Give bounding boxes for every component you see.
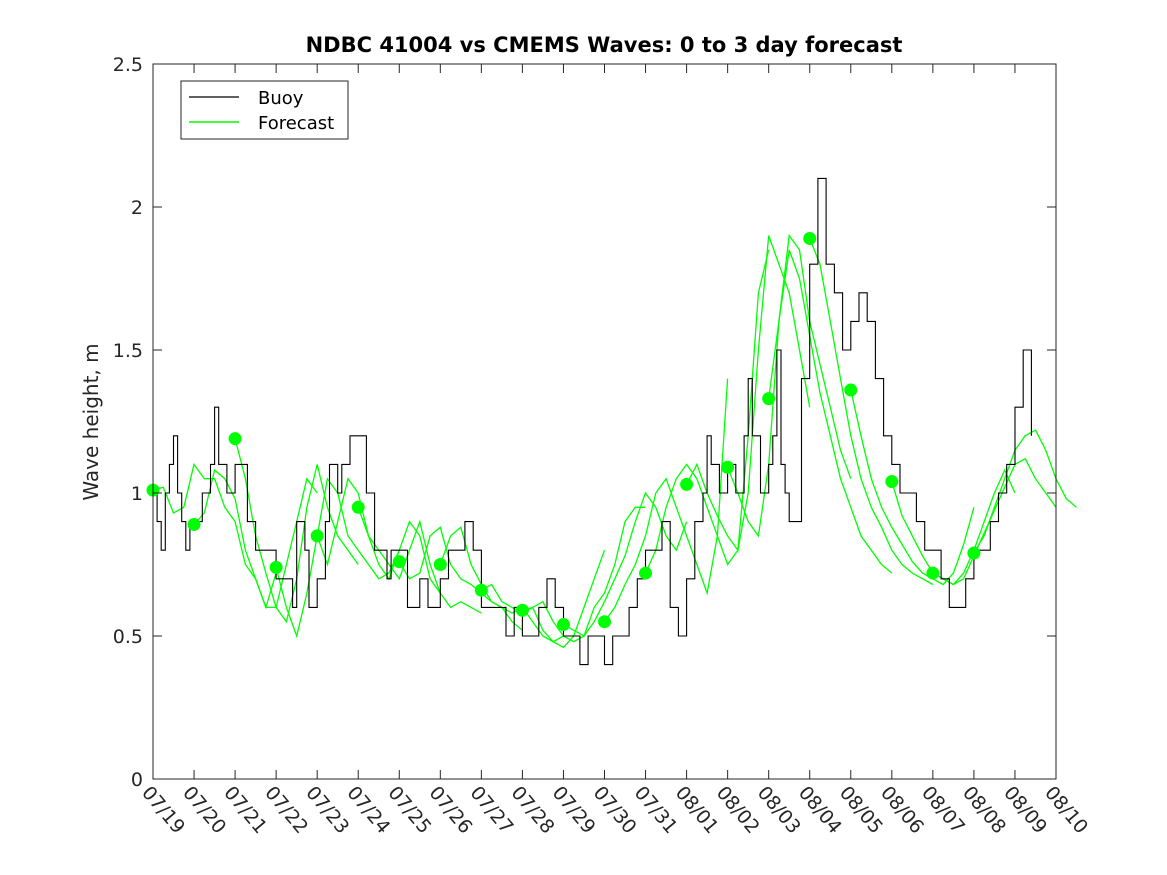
forecast-start-point bbox=[392, 555, 406, 569]
forecast-start-point bbox=[187, 517, 201, 531]
forecast-start-point bbox=[762, 392, 776, 406]
buoy-series-line bbox=[153, 177, 1032, 666]
y-tick-label: 0.5 bbox=[113, 626, 143, 648]
forecast-start-point bbox=[310, 529, 324, 543]
y-axis-label: Wave height, m bbox=[79, 343, 103, 500]
forecast-start-point bbox=[926, 566, 940, 580]
forecast-start-point bbox=[433, 558, 447, 571]
forecast-run-line bbox=[932, 457, 1057, 586]
forecast-start-point bbox=[269, 560, 283, 574]
forecast-start-point bbox=[803, 231, 817, 245]
y-tick-label: 2 bbox=[131, 197, 143, 219]
forecast-start-point bbox=[598, 615, 611, 629]
series-layer bbox=[146, 177, 1077, 666]
y-tick-label: 0 bbox=[131, 769, 143, 791]
forecast-start-point bbox=[228, 432, 242, 446]
y-tick-label: 1.5 bbox=[113, 340, 143, 362]
forecast-start-point bbox=[351, 500, 365, 514]
forecast-run-line bbox=[316, 477, 441, 594]
forecast-start-point bbox=[967, 546, 981, 560]
forecast-run-line bbox=[809, 238, 934, 586]
forecast-run-line bbox=[726, 233, 852, 538]
chart-title: NDBC 41004 vs CMEMS Waves: 0 to 3 day fo… bbox=[306, 33, 903, 57]
legend-box bbox=[180, 80, 349, 140]
forecast-start-point bbox=[885, 475, 899, 489]
forecast-run-line bbox=[481, 549, 606, 649]
forecast-start-point bbox=[556, 618, 570, 632]
legend-label-forecast: Forecast bbox=[258, 113, 334, 134]
forecast-start-point bbox=[844, 383, 858, 397]
forecast-run-line bbox=[973, 429, 1077, 554]
forecast-run-line bbox=[563, 491, 688, 637]
forecast-start-point bbox=[680, 477, 694, 491]
forecast-start-point bbox=[721, 460, 735, 474]
forecast-start-point bbox=[515, 603, 529, 617]
y-tick-label: 2.5 bbox=[113, 54, 143, 76]
y-tick-label: 1 bbox=[131, 483, 143, 505]
forecast-run-line bbox=[603, 378, 729, 623]
legend: Buoy Forecast bbox=[180, 80, 349, 140]
forecast-run-line bbox=[850, 389, 975, 586]
forecast-run-line bbox=[768, 249, 893, 574]
legend-label-buoy: Buoy bbox=[258, 88, 304, 109]
forecast-start-point bbox=[474, 583, 488, 597]
forecast-start-point bbox=[639, 566, 653, 580]
